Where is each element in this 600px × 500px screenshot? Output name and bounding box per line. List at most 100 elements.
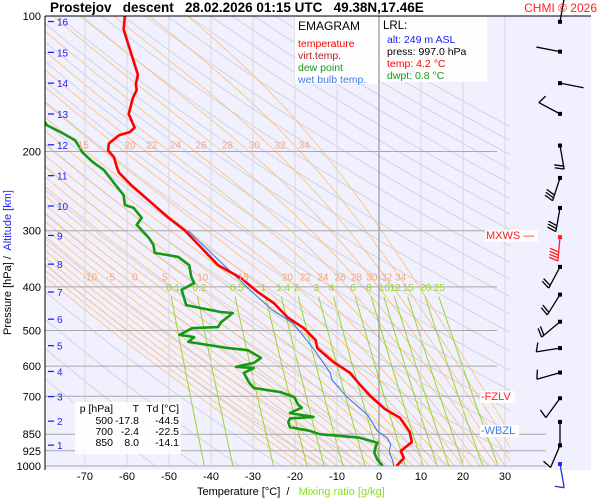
pseudoadiabat-label: 34	[395, 272, 407, 283]
cell-t: 8.0	[124, 437, 139, 449]
y-axis-title-pressure: Pressure [hPa]	[2, 262, 14, 335]
legend-item-virt-temp: virt.temp.	[298, 50, 342, 62]
dry-adiabat	[122, 16, 510, 263]
y-tick-label: 700	[23, 391, 41, 403]
legend-title: EMAGRAM	[298, 19, 361, 33]
pseudoadiabat-label: 15	[78, 140, 90, 151]
wind-staff	[559, 0, 565, 22]
lrl-dwpt: dwpt: 0.8 °C	[387, 70, 445, 82]
dry-adiabat	[209, 16, 510, 200]
wind-barb-feather	[554, 167, 565, 170]
y-tick-label: 600	[23, 361, 41, 373]
wind-barb	[554, 462, 565, 489]
pseudoadiabat-label: 22	[146, 140, 158, 151]
wind-barb-feather	[547, 223, 557, 230]
mixing-ratio-label: 15	[403, 283, 415, 294]
lrl-title: LRL:	[383, 20, 408, 32]
x-axis-title: Temperature [°C] / Mixing ratio [g/kg]	[197, 486, 385, 498]
x-tick-label: -40	[203, 471, 219, 483]
y-axis-space	[2, 251, 14, 257]
altitude-label: 5	[57, 342, 63, 353]
dew-point-line	[45, 120, 384, 466]
mxws-label: MXWS —	[485, 230, 539, 243]
x-axis-title-mixing-ratio: Mixing ratio [g/kg]	[298, 486, 385, 498]
x-tick-label: -60	[119, 471, 135, 483]
wind-barb-feather	[542, 304, 550, 313]
wind-barb-feather	[544, 194, 553, 202]
table-row: 500 -17.8 -44.5	[75, 416, 179, 427]
x-axis-title-temperature: Temperature [°C]	[197, 486, 281, 498]
mixing-ratio-label: 1.4	[276, 283, 290, 294]
wind-barb-feather	[538, 95, 547, 104]
cell-td: -14.1	[155, 437, 179, 449]
y-tick-label: 400	[23, 282, 41, 294]
y-axis-title: Pressure [hPa] / Altitude [km]	[2, 190, 14, 335]
table-header-row: p [hPa] T Td [°C]	[75, 402, 179, 416]
mixing-ratio-label: 8	[366, 283, 372, 294]
altitude-label: 2	[57, 417, 63, 428]
altitude-label: 16	[57, 18, 69, 29]
x-axis-separator: /	[286, 486, 290, 498]
wind-staff	[555, 207, 561, 232]
pseudoadiabat-label: 26	[195, 140, 207, 151]
wind-barb-feather	[548, 220, 558, 227]
legend-item-temperature: temperature	[298, 38, 355, 50]
altitude-label: 13	[57, 110, 69, 121]
copyright: CHMI © 2026	[524, 1, 597, 15]
mixing-ratio-line	[234, 296, 275, 466]
table-row: 850 8.0 -14.1	[75, 438, 179, 449]
mixing-ratio-line	[370, 296, 424, 466]
lrl-alt: alt: 249 m ASL	[387, 34, 456, 46]
lrl-box: LRL: alt: 249 m ASL press: 997.0 hPa tem…	[380, 17, 487, 82]
altitude-label: 7	[57, 288, 63, 299]
fzlv-label: -FZLV	[480, 391, 515, 404]
wind-staff	[536, 46, 561, 53]
cell-t: -2.4	[120, 426, 139, 438]
wind-barb	[547, 205, 562, 233]
wind-barb-feather	[554, 485, 565, 489]
mixing-ratio-label: 10	[379, 283, 391, 294]
mixing-ratio-label: 6	[350, 283, 356, 294]
pseudoadiabat-label: 5	[162, 272, 168, 283]
y-tick-label: 200	[23, 146, 41, 158]
mixing-ratio-label: 2	[293, 283, 299, 294]
wet-bulb-line	[187, 230, 395, 466]
wind-barb	[537, 319, 562, 338]
mixing-ratio-label: 0.1	[166, 283, 180, 294]
wind-barb-feather	[539, 409, 547, 419]
x-tick-label: 10	[415, 471, 427, 483]
wind-barb-feather	[545, 191, 554, 199]
mixing-ratio-label: 4	[328, 283, 334, 294]
altitude-label: 4	[57, 367, 63, 378]
mixing-ratio-label: 12	[389, 283, 401, 294]
altitude-label: 15	[57, 48, 69, 59]
altitude-label: 1	[57, 441, 63, 452]
cell-p: 700	[95, 426, 113, 438]
wind-barb	[558, 81, 584, 89]
altitude-label: 11	[57, 172, 68, 183]
wind-staff	[559, 463, 565, 488]
cell-td: -44.5	[155, 415, 179, 427]
mxws-text: MXWS	[486, 230, 521, 243]
temperature-line	[106, 16, 414, 466]
wind-barb	[535, 342, 562, 353]
x-tick-label: 0	[376, 471, 382, 483]
wbzl-text: WBZL	[484, 424, 516, 437]
mixing-ratio-line	[170, 296, 205, 466]
wind-barb	[558, 419, 562, 446]
y-tick-label: 1000	[17, 461, 41, 473]
mixing-ratio-line	[197, 296, 234, 466]
dry-adiabat	[144, 16, 510, 247]
legend-box: EMAGRAM temperature virt.temp. dew point…	[295, 17, 378, 86]
wind-barb	[543, 443, 562, 468]
wind-staff	[559, 145, 565, 170]
page-title: Prostejov descent 28.02.2026 01:15 UTC 4…	[50, 0, 424, 15]
wind-staff	[557, 237, 561, 262]
wind-staff	[538, 102, 561, 115]
mixing-ratio-label: 3	[314, 283, 320, 294]
mixing-ratio-label: 25	[434, 283, 446, 294]
pseudoadiabat-label: 30	[366, 272, 378, 283]
dry-adiabat	[45, 121, 510, 433]
y-axis-title-altitude: Altitude [km]	[2, 190, 14, 251]
wind-staff	[545, 397, 561, 419]
